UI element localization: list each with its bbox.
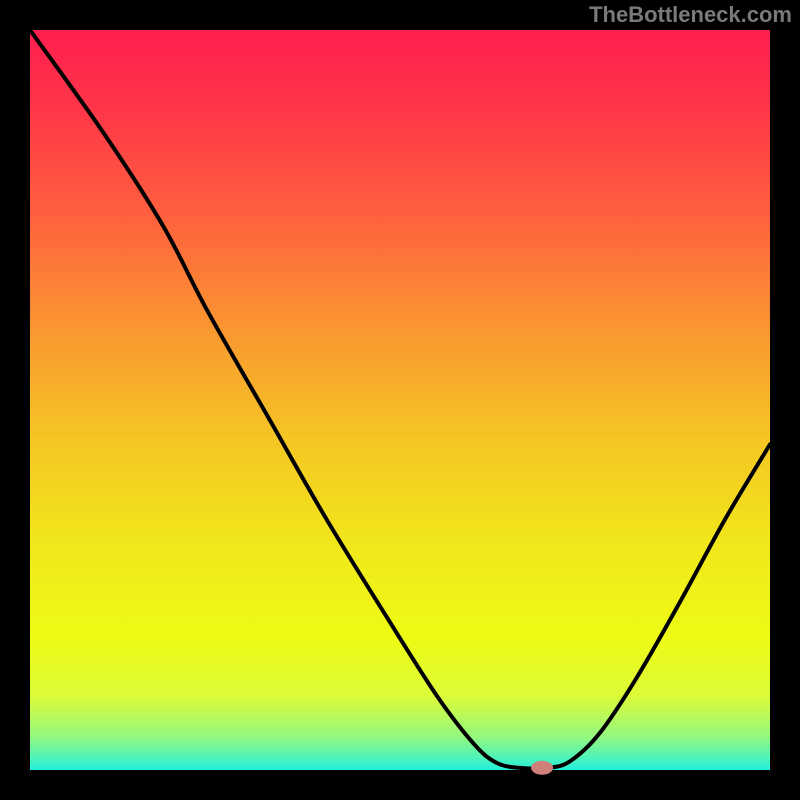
watermark-text: TheBottleneck.com xyxy=(589,2,792,28)
optimal-marker xyxy=(531,761,553,775)
plot-background xyxy=(30,30,770,770)
chart-container: TheBottleneck.com xyxy=(0,0,800,800)
bottleneck-chart xyxy=(0,0,800,800)
